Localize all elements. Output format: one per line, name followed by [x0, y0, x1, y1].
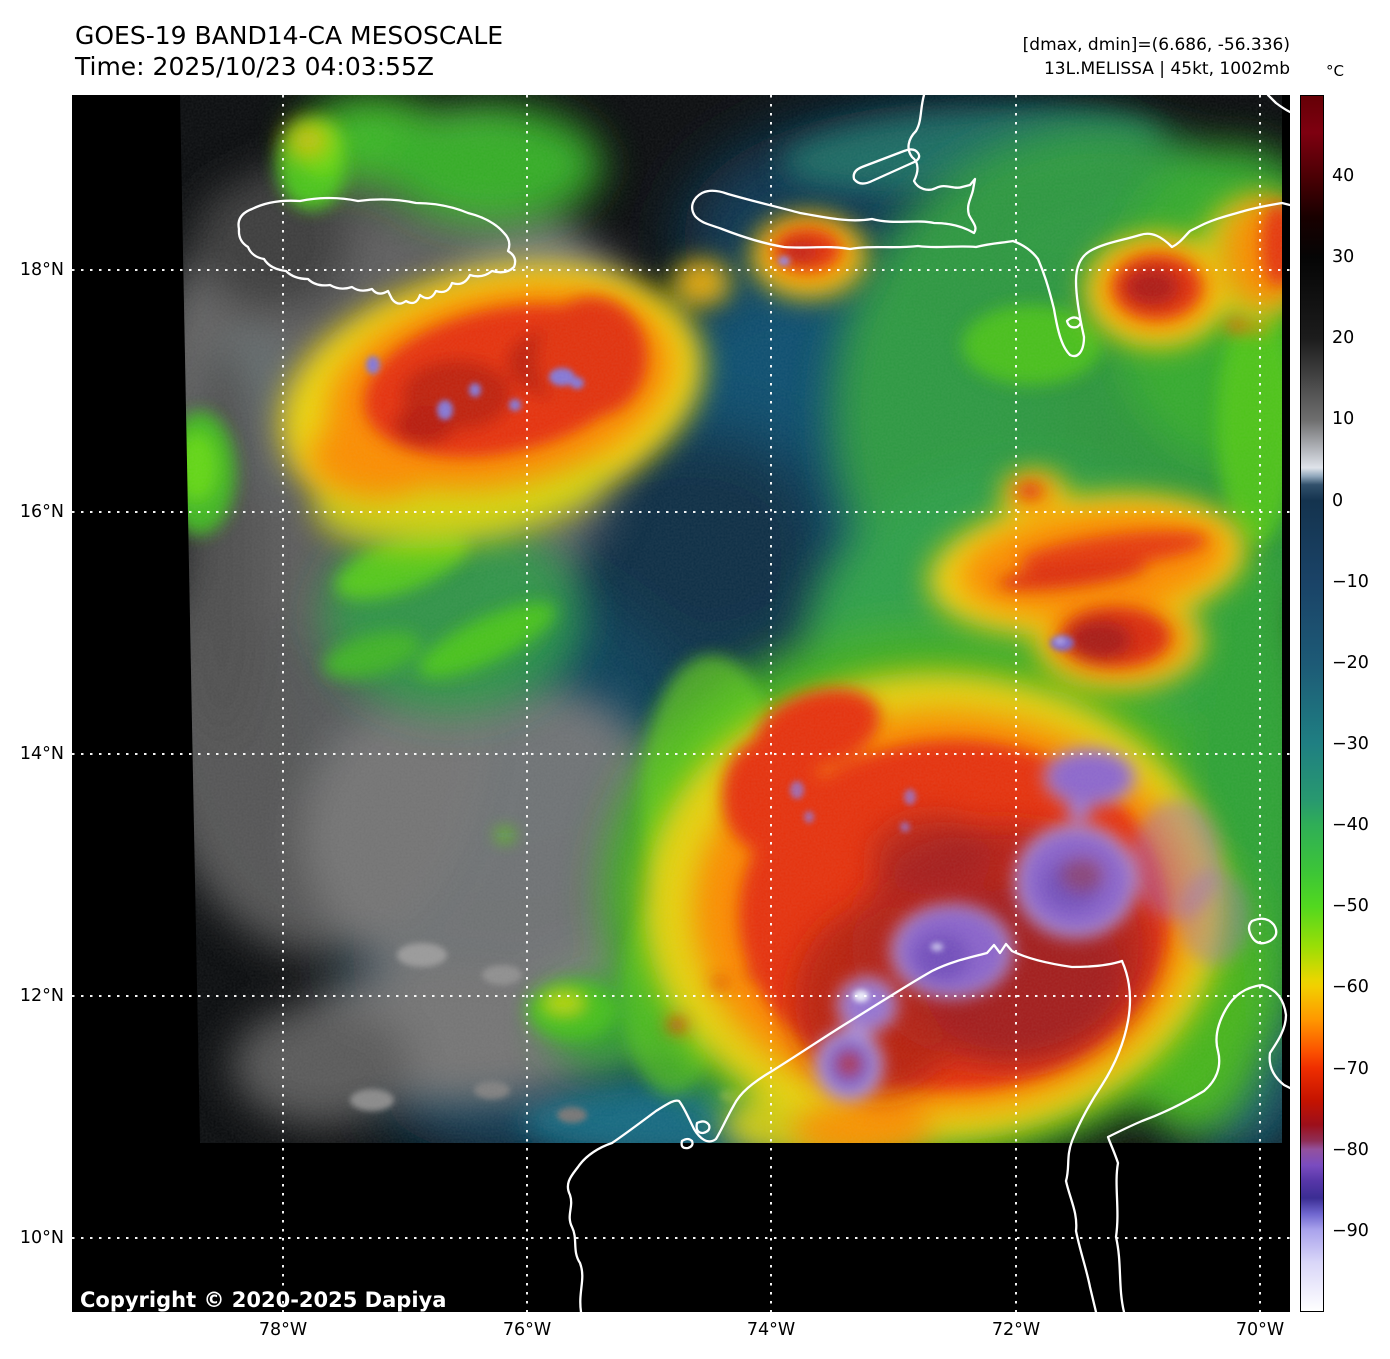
satellite-map: Copyright © 2020-2025 Dapiya [72, 93, 1292, 1314]
header-right: [dmax, dmin]=(6.686, -56.336) 13L.MELISS… [1023, 33, 1290, 81]
colorbar-tick: 10 [1332, 409, 1355, 429]
coastline-hispaniola [691, 93, 1292, 358]
colorbar-tick: 0 [1332, 491, 1344, 511]
lon-label: 72°W [991, 1320, 1041, 1340]
coastline-islets [680, 1120, 711, 1150]
page-title: GOES-19 BAND14-CA MESOSCALE [75, 21, 504, 50]
colorbar-tick: −40 [1332, 815, 1369, 835]
colorbar-tick: −50 [1332, 896, 1369, 916]
coastline-jamaica [237, 196, 517, 305]
colorbar-unit: °C [1326, 62, 1344, 80]
lat-label: 18°N [19, 260, 64, 280]
colorbar-tick: −60 [1332, 977, 1369, 997]
satellite-imagery: Copyright © 2020-2025 Dapiya [72, 93, 1292, 1314]
colorbar-tick: −30 [1332, 734, 1369, 754]
coastline-ile-a-vache [1065, 316, 1082, 329]
lon-label: 78°W [258, 1320, 308, 1340]
coastline-island-curacao [1247, 917, 1278, 945]
colorbar-tick: 30 [1332, 247, 1355, 267]
lon-label: 70°W [1235, 1320, 1285, 1340]
coastline-gonave [852, 148, 921, 185]
title-block: GOES-19 BAND14-CA MESOSCALE Time: 2025/1… [75, 20, 503, 82]
colorbar-tick: −20 [1332, 653, 1369, 673]
lat-label: 12°N [19, 986, 64, 1006]
lon-label: 74°W [746, 1320, 796, 1340]
colorbar-tick: −90 [1332, 1221, 1369, 1241]
colorbar-tick: −80 [1332, 1140, 1369, 1160]
lon-label: 76°W [502, 1320, 552, 1340]
image-grain [180, 95, 1282, 1143]
coastlines [237, 93, 1292, 1314]
range-info: [dmax, dmin]=(6.686, -56.336) [1022, 35, 1290, 55]
coastline-dr-north [1266, 93, 1292, 114]
colorbar-tick: −70 [1332, 1059, 1369, 1079]
lat-label: 14°N [19, 744, 64, 764]
copyright-text: Copyright © 2020-2025 Dapiya [80, 1288, 446, 1312]
lat-label: 10°N [19, 1228, 64, 1248]
lat-label: 16°N [19, 502, 64, 522]
coastline-maracaibo-west [1064, 959, 1132, 1314]
storm-info: 13L.MELISSA | 45kt, 1002mb [1043, 59, 1290, 79]
coastline-colombia [566, 942, 1124, 1314]
coastline-maracaibo-east [1106, 983, 1292, 1314]
colorbar-tick: −10 [1332, 572, 1369, 592]
colorbar-tick: 40 [1332, 166, 1355, 186]
timestamp: Time: 2025/10/23 04:03:55Z [75, 52, 434, 81]
colorbar-tick: 20 [1332, 328, 1355, 348]
temperature-colorbar [1300, 95, 1324, 1312]
